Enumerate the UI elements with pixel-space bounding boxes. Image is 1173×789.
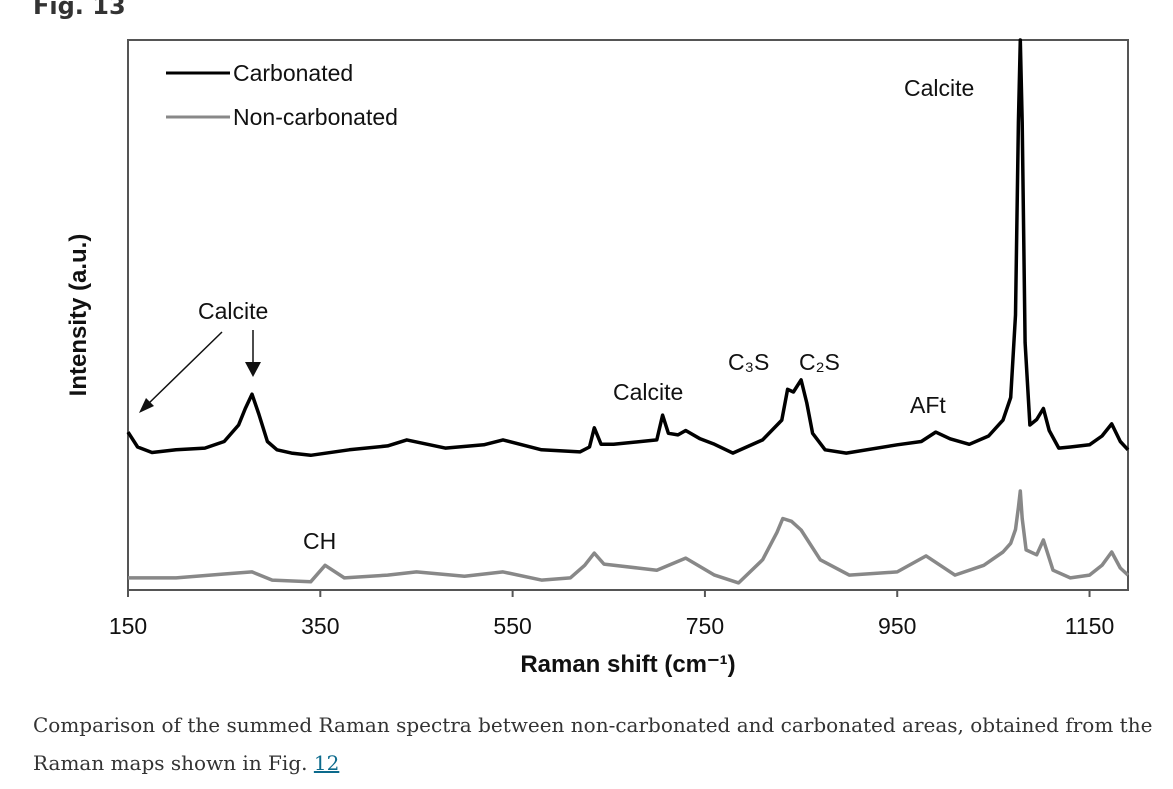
x-tick-label: 750: [686, 613, 724, 639]
figure-12-link[interactable]: 12: [313, 751, 340, 775]
annotation-calcite-mid: Calcite: [613, 379, 683, 405]
x-tick-label: 150: [109, 613, 147, 639]
x-tick-label: 1150: [1065, 613, 1114, 639]
x-axis-label: Raman shift (cm⁻¹): [520, 651, 735, 678]
annotation-c2s: C₂S: [799, 349, 840, 375]
legend-label-carbonated: Carbonated: [233, 60, 353, 86]
annotation-ch: CH: [303, 528, 336, 554]
annotation-c3s: C₃S: [728, 349, 769, 375]
legend-label-non-carbonated: Non-carbonated: [233, 104, 398, 130]
figure-label: Fig. 13: [33, 0, 126, 20]
annotation-arrowhead-diagonal: [139, 398, 154, 413]
figure-caption: Comparison of the summed Raman spectra b…: [33, 706, 1153, 782]
raman-spectra-chart: 150 350 550 750 950 1150 Carbonated Non-carbo…: [65, 38, 1130, 678]
annotation-aft: AFt: [910, 392, 946, 418]
x-tick-label: 350: [301, 613, 339, 639]
annotation-arrow-diagonal: [145, 331, 223, 407]
plot-frame: [127, 39, 1129, 591]
x-tick-label: 950: [878, 613, 916, 639]
series-line-carbonated: [126, 38, 1130, 458]
y-axis-label: Intensity (a.u.): [65, 234, 92, 397]
annotation-calcite-main: Calcite: [904, 75, 974, 101]
annotation-arrowhead-vertical: [245, 362, 261, 377]
annotation-calcite-low: Calcite: [198, 298, 268, 324]
series-line-non-carbonated: [128, 489, 1130, 585]
caption-text: Comparison of the summed Raman spectra b…: [33, 713, 1153, 775]
x-tick-label: 550: [493, 613, 531, 639]
